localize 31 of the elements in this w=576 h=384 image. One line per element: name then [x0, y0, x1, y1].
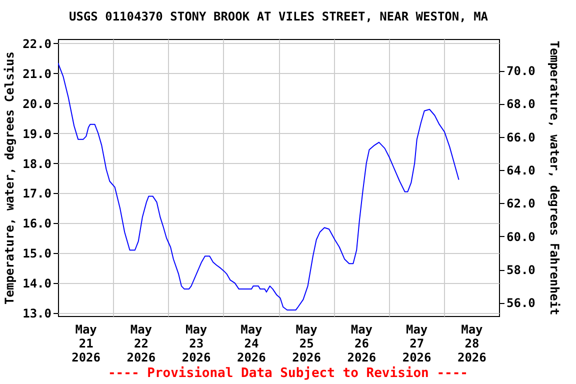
chart-title: USGS 01104370 STONY BROOK AT VILES STREET, NEAR WESTON, MA [68, 9, 489, 24]
y-tick-label: 21.0 [22, 66, 52, 81]
y-tick-label: 17.0 [22, 186, 52, 201]
y2-tick-label: 68.0 [506, 97, 536, 112]
y-tick-label: 13.0 [22, 306, 52, 321]
y-axis-title: Temperature, water, degrees Celsius [2, 52, 17, 304]
y2-tick-label: 66.0 [506, 130, 536, 144]
text: ---- Provisional Data Subject to Revision ---- [106, 366, 470, 381]
y-tick-label: 16.0 [22, 216, 52, 231]
y2-tick-label: 56.0 [506, 296, 536, 310]
x-tick-label: May 24 2026 [236, 322, 266, 364]
y2-axis-title: Temperature, water, degrees Fahrenheit [547, 40, 562, 316]
x-tick-label: May 28 2026 [457, 322, 486, 364]
x-tick-label: May 21 2026 [72, 322, 101, 364]
x-tick-label: May 27 2026 [402, 322, 432, 364]
line-series [58, 62, 460, 311]
x-tick-label: May 23 2026 [182, 322, 211, 364]
y2-tick-label: 64.0 [506, 164, 536, 178]
y-tick-label: 15.0 [22, 246, 52, 261]
y-tick-label: 18.0 [22, 156, 52, 171]
x-tick-label: May 26 2026 [347, 322, 376, 364]
y2-tick-label: 58.0 [506, 263, 536, 278]
x-tick-label: May 25 2026 [292, 322, 322, 364]
y2-tick-label: 60.0 [506, 230, 536, 244]
y-tick-label: 20.0 [22, 96, 52, 111]
y-tick-label: 14.0 [22, 276, 52, 291]
y-tick-label: 22.0 [22, 36, 52, 51]
x-tick-label: May 22 2026 [126, 322, 156, 364]
y-tick-label: 19.0 [22, 126, 52, 141]
y2-tick-label: 62.0 [506, 196, 536, 211]
y2-tick-label: 70.0 [506, 64, 536, 78]
